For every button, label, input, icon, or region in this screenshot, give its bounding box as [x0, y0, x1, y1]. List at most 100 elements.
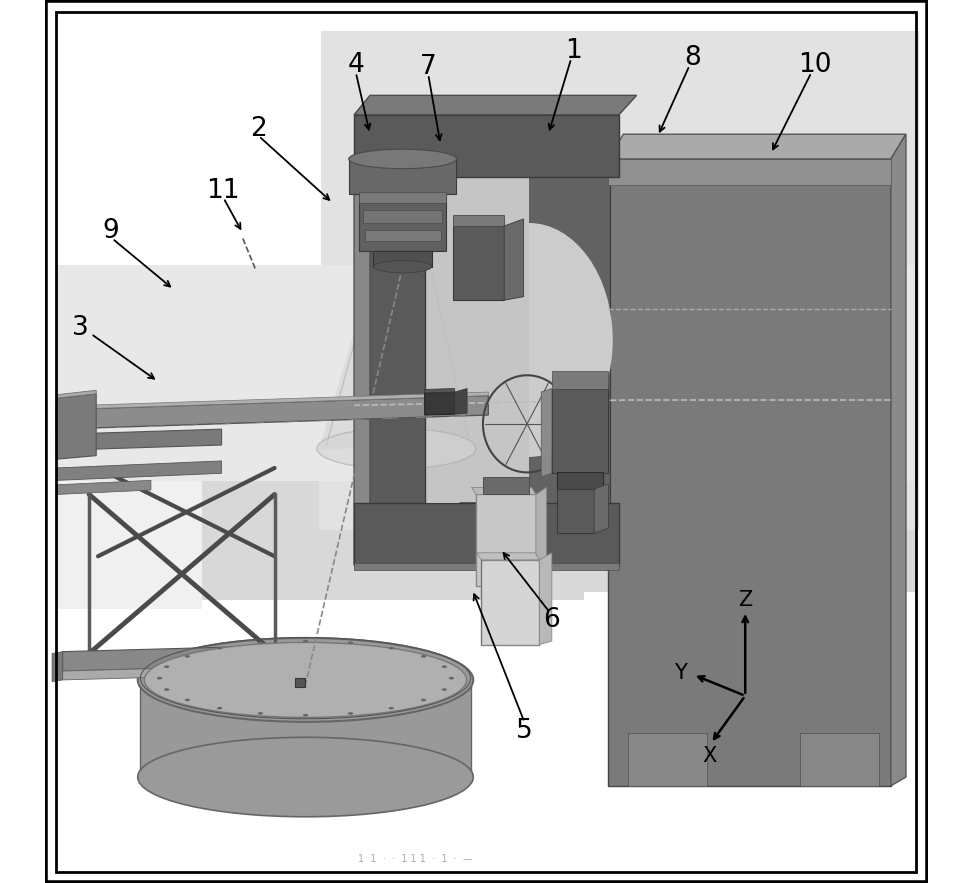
Text: 4: 4 [347, 52, 364, 79]
Bar [56, 265, 918, 481]
Polygon shape [348, 159, 456, 194]
Polygon shape [628, 733, 707, 786]
Ellipse shape [303, 713, 308, 717]
Polygon shape [354, 177, 424, 565]
Ellipse shape [157, 676, 162, 680]
Polygon shape [56, 429, 222, 450]
Polygon shape [477, 553, 539, 560]
Text: 10: 10 [798, 52, 832, 79]
Ellipse shape [348, 712, 353, 714]
Text: 6: 6 [544, 607, 560, 633]
Ellipse shape [374, 260, 432, 273]
Polygon shape [460, 115, 610, 565]
Polygon shape [56, 394, 96, 459]
Polygon shape [354, 503, 619, 565]
Polygon shape [354, 95, 636, 115]
Text: 2: 2 [250, 116, 267, 142]
Polygon shape [541, 389, 552, 477]
Ellipse shape [436, 212, 622, 468]
Polygon shape [453, 215, 504, 226]
Polygon shape [424, 389, 454, 393]
Polygon shape [558, 489, 595, 533]
Bar [56, 265, 202, 609]
Polygon shape [608, 134, 906, 159]
Polygon shape [454, 389, 467, 414]
Polygon shape [295, 678, 306, 687]
Ellipse shape [421, 698, 426, 701]
Ellipse shape [217, 706, 223, 709]
Polygon shape [319, 267, 478, 450]
Ellipse shape [303, 639, 308, 643]
Ellipse shape [138, 737, 473, 817]
Ellipse shape [348, 149, 456, 169]
Ellipse shape [138, 638, 473, 722]
Polygon shape [536, 487, 547, 586]
Polygon shape [56, 396, 488, 429]
Polygon shape [56, 480, 151, 494]
Polygon shape [504, 219, 523, 300]
Polygon shape [482, 560, 539, 645]
Polygon shape [53, 652, 62, 682]
Polygon shape [476, 494, 536, 586]
Polygon shape [374, 251, 432, 267]
Polygon shape [608, 159, 891, 786]
Ellipse shape [217, 647, 223, 650]
Ellipse shape [442, 688, 447, 691]
Polygon shape [56, 461, 222, 480]
Text: 1: 1 [564, 38, 582, 64]
Polygon shape [595, 484, 608, 533]
Polygon shape [354, 159, 370, 565]
Text: 7: 7 [419, 54, 437, 80]
Polygon shape [539, 553, 552, 645]
Polygon shape [365, 230, 441, 241]
Ellipse shape [388, 706, 394, 709]
Polygon shape [359, 175, 446, 251]
Polygon shape [800, 733, 880, 786]
Bar [56, 31, 918, 600]
Text: 5: 5 [516, 718, 533, 744]
Polygon shape [56, 390, 96, 398]
Ellipse shape [164, 666, 169, 668]
Bar [319, 31, 919, 530]
Ellipse shape [258, 712, 263, 714]
Polygon shape [558, 472, 603, 491]
Polygon shape [453, 226, 504, 300]
Polygon shape [608, 159, 891, 185]
Ellipse shape [185, 655, 190, 658]
Ellipse shape [348, 642, 353, 645]
Ellipse shape [185, 698, 190, 701]
Polygon shape [319, 267, 478, 450]
Ellipse shape [449, 676, 454, 680]
Polygon shape [354, 563, 619, 570]
Polygon shape [426, 177, 529, 502]
Ellipse shape [421, 655, 426, 658]
Polygon shape [483, 477, 529, 494]
Text: 3: 3 [72, 315, 89, 342]
Text: 1  1  ·  ·  1 1 1  ·  1  ·  —: 1 1 · · 1 1 1 · 1 · — [358, 854, 473, 864]
Polygon shape [140, 680, 472, 777]
Text: 9: 9 [102, 218, 119, 245]
Ellipse shape [144, 643, 467, 717]
Polygon shape [472, 487, 536, 494]
Text: X: X [702, 746, 716, 766]
Text: Z: Z [739, 591, 752, 610]
Ellipse shape [258, 642, 263, 645]
Polygon shape [891, 134, 906, 786]
Text: Y: Y [674, 663, 687, 683]
Text: 11: 11 [206, 177, 240, 204]
Ellipse shape [442, 666, 447, 668]
Polygon shape [354, 115, 619, 177]
Polygon shape [359, 192, 446, 203]
Text: 8: 8 [684, 45, 701, 72]
Polygon shape [363, 210, 443, 223]
Ellipse shape [445, 223, 613, 457]
Ellipse shape [164, 688, 169, 691]
Polygon shape [552, 389, 608, 473]
Bar [56, 31, 321, 265]
Polygon shape [56, 392, 488, 410]
Polygon shape [552, 371, 608, 389]
Polygon shape [424, 392, 454, 415]
Polygon shape [62, 664, 319, 680]
Ellipse shape [317, 428, 476, 469]
Polygon shape [62, 645, 319, 671]
